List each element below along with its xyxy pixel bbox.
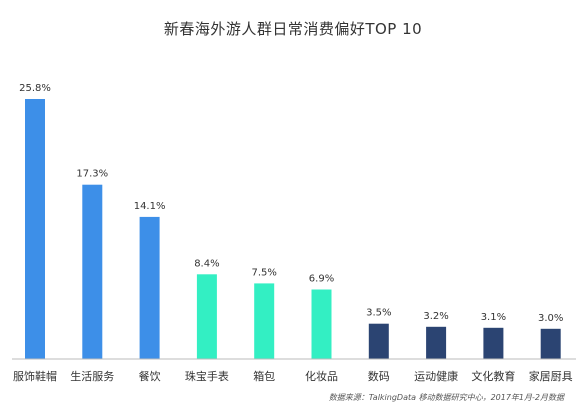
chart-title: 新春海外游人群日常消费偏好TOP 10: [163, 20, 423, 38]
bar-4: [254, 283, 275, 359]
value-label-4: 7.5%: [251, 267, 276, 278]
category-label-2: 餐饮: [139, 369, 161, 383]
value-label-6: 3.5%: [366, 308, 391, 319]
value-label-0: 25.8%: [19, 83, 51, 94]
bar-1: [82, 184, 103, 359]
bars-layer: [25, 99, 561, 359]
bar-7: [426, 326, 447, 359]
category-label-7: 运动健康: [414, 369, 458, 383]
category-label-1: 生活服务: [70, 369, 114, 383]
value-label-8: 3.1%: [481, 312, 506, 323]
category-label-5: 化妆品: [305, 369, 338, 383]
value-label-5: 6.9%: [309, 274, 334, 285]
bar-2: [139, 216, 160, 359]
value-label-7: 3.2%: [423, 311, 448, 322]
category-label-8: 文化教育: [471, 369, 515, 383]
value-label-2: 14.1%: [134, 201, 166, 212]
category-label-9: 家居厨具: [529, 369, 573, 383]
bar-5: [311, 289, 332, 359]
labels-layer: 25.8% 服饰鞋帽 17.3% 生活服务 14.1% 餐饮 8.4% 珠宝手表 7.5% 箱包 6…: [13, 83, 573, 383]
bar-6: [368, 323, 389, 359]
bar-0: [25, 99, 45, 359]
bar-3: [196, 274, 217, 359]
category-label-6: 数码: [368, 370, 390, 383]
category-label-3: 珠宝手表: [185, 369, 229, 383]
value-label-3: 8.4%: [194, 258, 219, 269]
bar-9: [540, 328, 561, 359]
value-label-9: 3.0%: [538, 313, 563, 324]
bar-8: [483, 327, 504, 359]
source-note: 数据来源：TalkingData 移动数据研究中心，2017年1月-2月数据: [328, 393, 564, 402]
category-label-4: 箱包: [253, 369, 275, 383]
value-label-1: 17.3%: [76, 169, 108, 180]
category-label-0: 服饰鞋帽: [13, 369, 57, 383]
